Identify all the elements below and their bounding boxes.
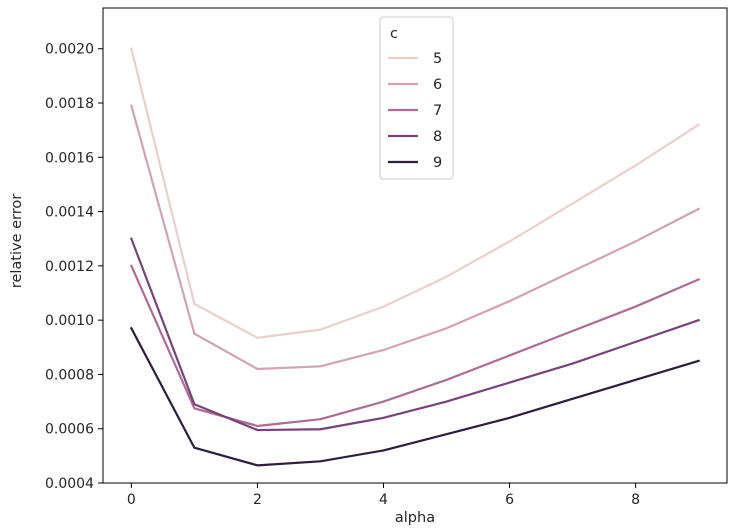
legend-label-c-8: 8 xyxy=(433,129,442,145)
y-tick-label: 0.0012 xyxy=(45,259,94,275)
legend-items: 5 6 7 8 9 xyxy=(388,51,442,171)
x-tick-label: 2 xyxy=(253,492,262,508)
x-tick-label: 4 xyxy=(379,492,388,508)
series-line-c-5 xyxy=(130,47,701,339)
series-layer xyxy=(129,47,701,467)
y-tick-label: 0.0018 xyxy=(45,96,94,112)
legend: c 5 6 7 8 9 xyxy=(379,16,454,180)
y-axis-label: relative error xyxy=(9,194,25,288)
x-tick-label: 0 xyxy=(127,492,136,508)
y-tick-label: 0.0004 xyxy=(45,476,94,492)
y-tick-label: 0.0016 xyxy=(45,150,94,166)
plot-frame xyxy=(102,7,728,484)
x-tick-label: 6 xyxy=(505,492,514,508)
series-line-c-9 xyxy=(129,326,701,467)
series-line-c-6 xyxy=(130,104,701,371)
y-tick-label: 0.0014 xyxy=(45,205,94,221)
legend-label-c-9: 9 xyxy=(433,155,442,171)
legend-title: c xyxy=(390,26,398,42)
y-tick-label: 0.0010 xyxy=(45,313,94,329)
y-axis-ticks: 0.0004 0.0006 0.0008 0.0010 0.0012 0.0014 0.00… xyxy=(45,42,103,492)
legend-label-c-7: 7 xyxy=(433,103,442,119)
series-line-c-8 xyxy=(129,237,701,432)
y-tick-label: 0.0008 xyxy=(45,367,94,383)
legend-label-c-6: 6 xyxy=(433,77,442,93)
y-tick-label: 0.0006 xyxy=(45,422,94,438)
legend-label-c-5: 5 xyxy=(433,51,442,67)
x-axis-ticks: 0 2 4 6 8 xyxy=(127,483,640,508)
x-tick-label: 8 xyxy=(631,492,640,508)
y-tick-label: 0.0020 xyxy=(45,42,94,58)
x-axis-label: alpha xyxy=(395,510,435,526)
